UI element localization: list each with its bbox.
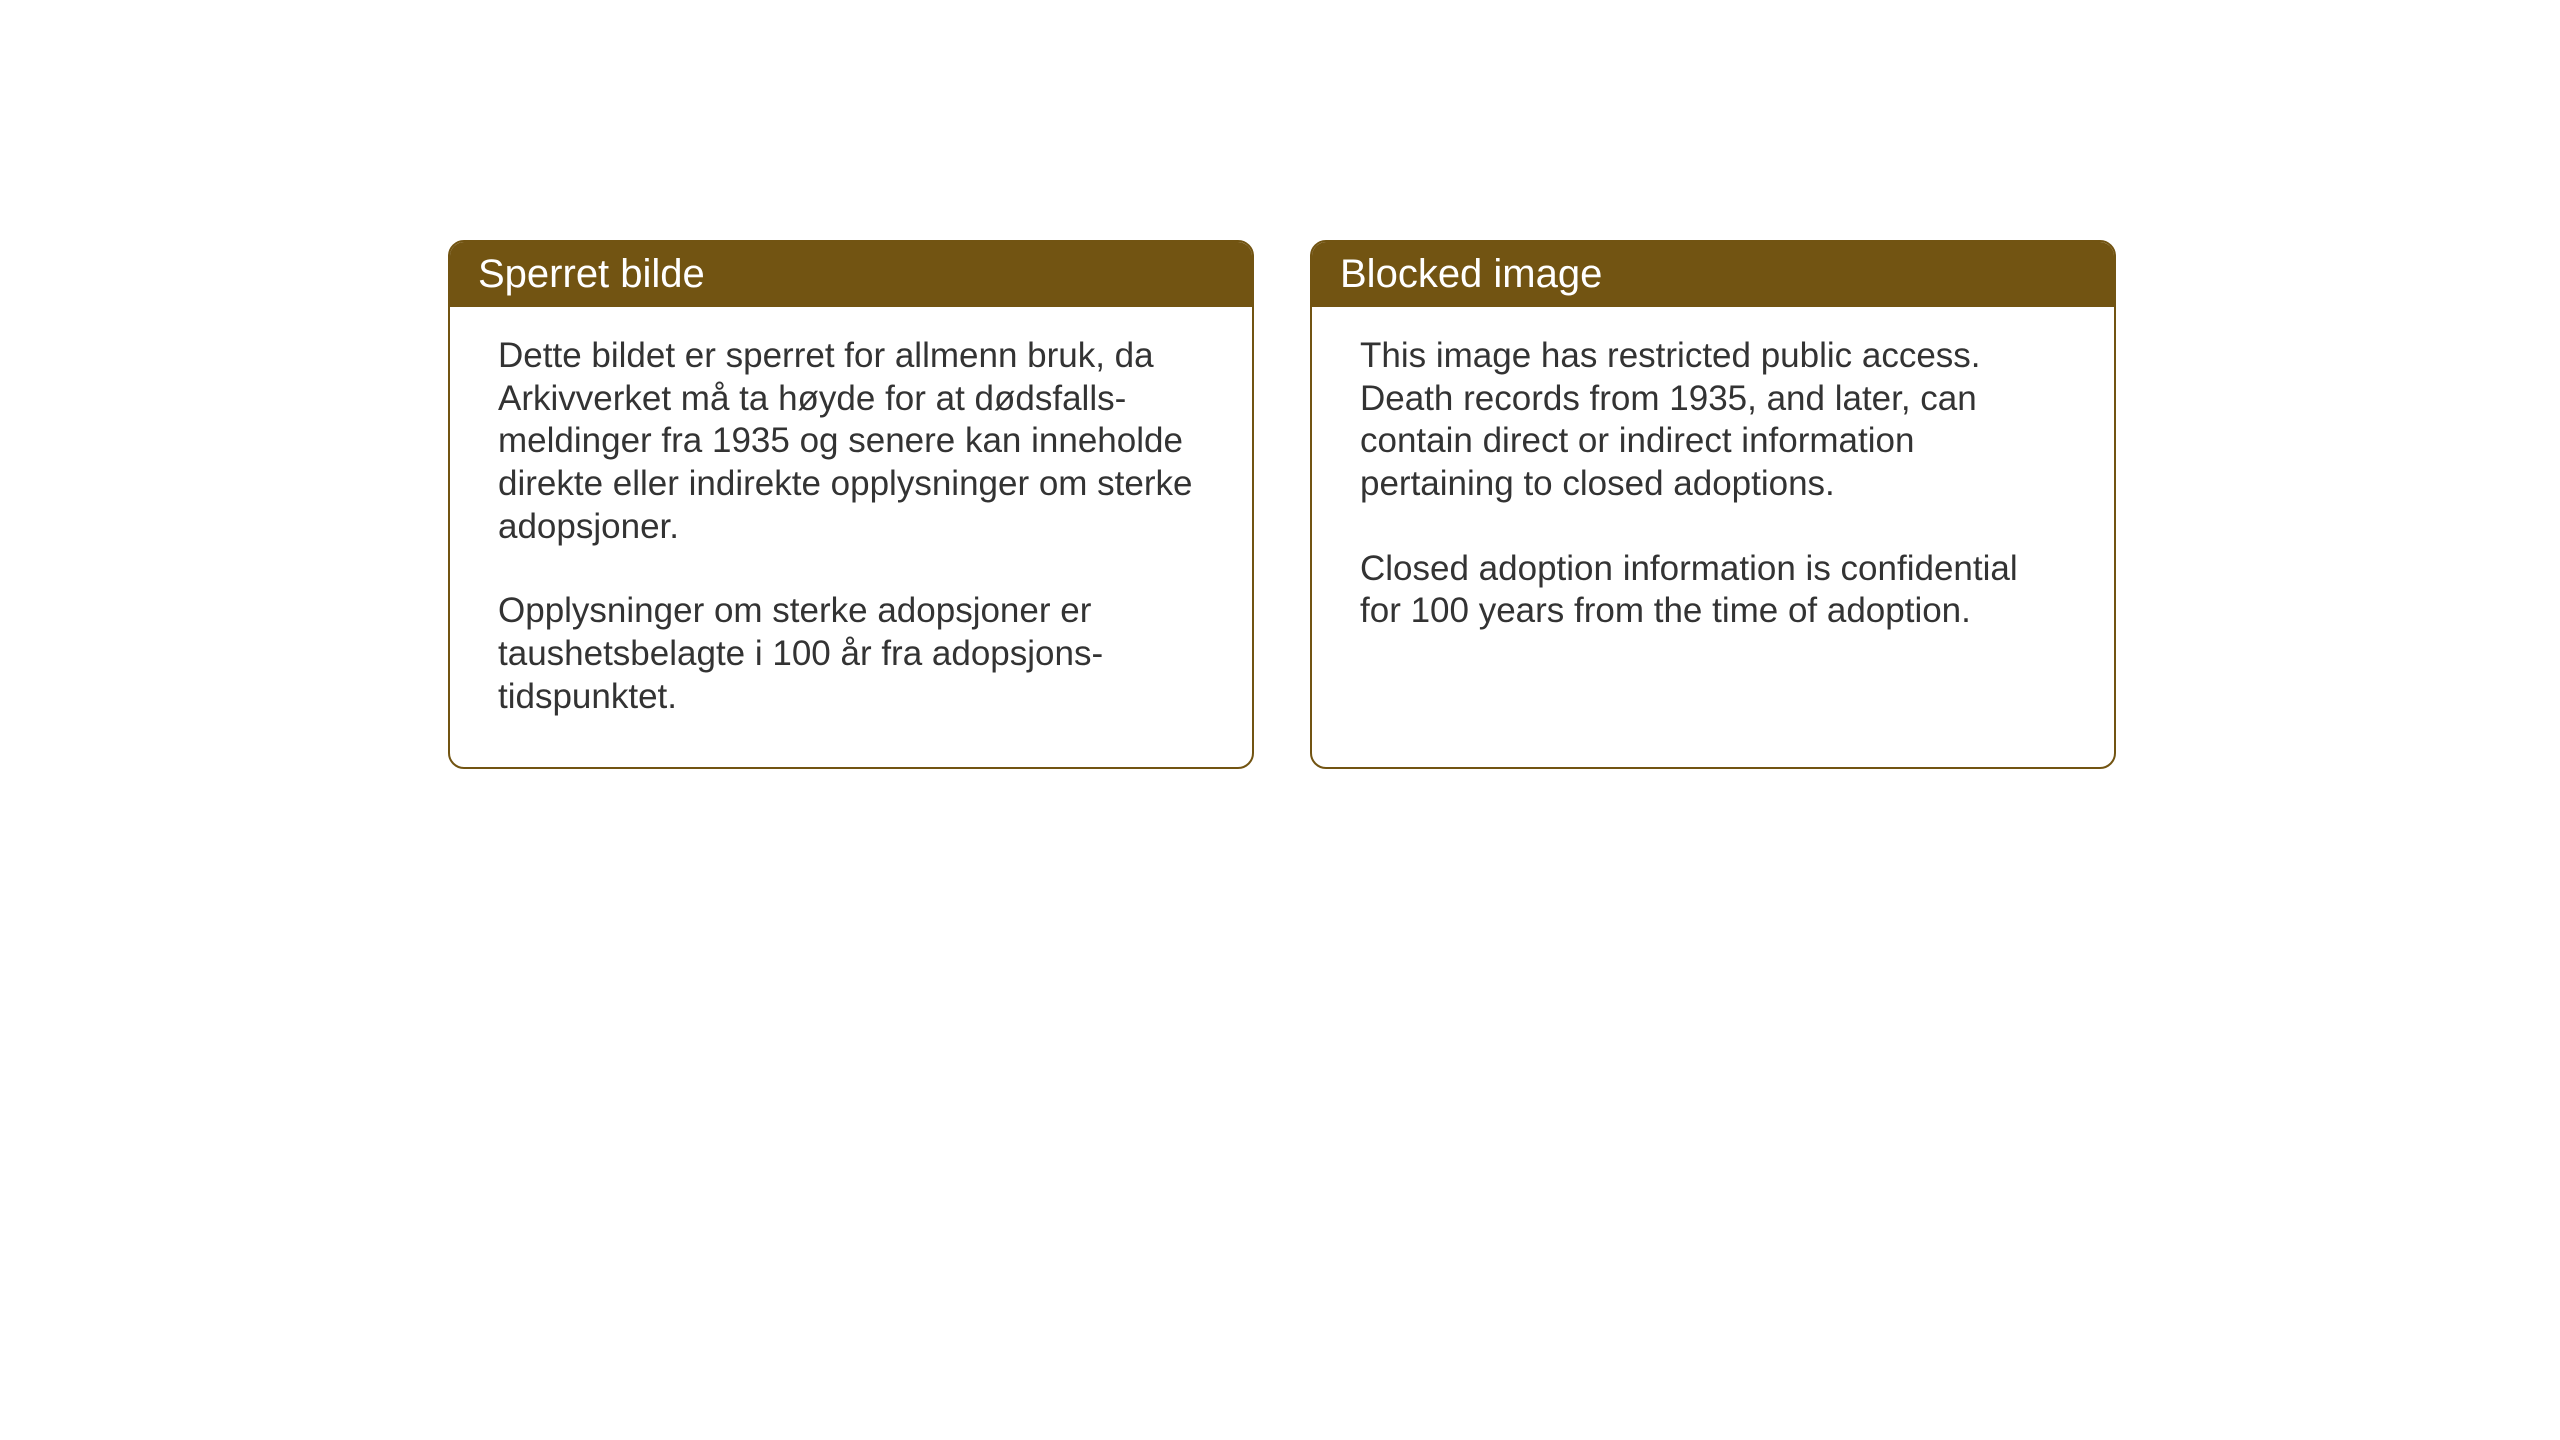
notice-paragraph: Opplysninger om sterke adopsjoner er tau…: [498, 590, 1204, 718]
notice-paragraph: Dette bildet er sperret for allmenn bruk…: [498, 335, 1204, 548]
notice-paragraph: This image has restricted public access.…: [1360, 335, 2066, 506]
notice-header-norwegian: Sperret bilde: [450, 242, 1252, 307]
notice-body-english: This image has restricted public access.…: [1312, 307, 2114, 681]
notice-card-english: Blocked image This image has restricted …: [1310, 240, 2116, 769]
notice-container: Sperret bilde Dette bildet er sperret fo…: [448, 240, 2116, 769]
notice-header-english: Blocked image: [1312, 242, 2114, 307]
notice-card-norwegian: Sperret bilde Dette bildet er sperret fo…: [448, 240, 1254, 769]
notice-paragraph: Closed adoption information is confident…: [1360, 548, 2066, 633]
notice-body-norwegian: Dette bildet er sperret for allmenn bruk…: [450, 307, 1252, 767]
